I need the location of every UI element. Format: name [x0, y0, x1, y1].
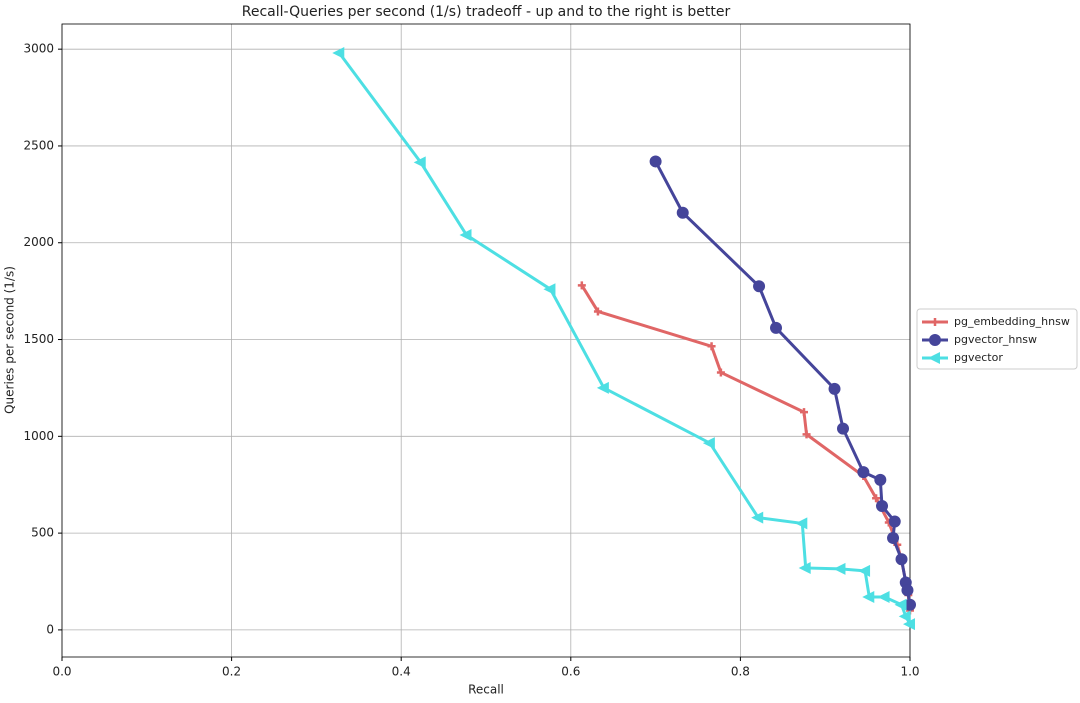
- point: [833, 562, 846, 575]
- point: [702, 437, 715, 450]
- legend-label: pgvector_hnsw: [954, 333, 1037, 346]
- series-line: [654, 160, 912, 605]
- x-tick-label: 0.2: [222, 665, 241, 679]
- x-tick-label: 0.4: [392, 665, 411, 679]
- point: [895, 553, 908, 566]
- legend-marker: [931, 318, 939, 326]
- point: [676, 206, 689, 219]
- point: [716, 368, 725, 377]
- point: [877, 590, 890, 603]
- point: [857, 466, 870, 479]
- y-tick-label: 500: [31, 526, 54, 540]
- point: [753, 280, 766, 293]
- legend: pg_embedding_hnsw pgvector_hnsw pgvector: [916, 308, 1078, 370]
- chart-title: Recall-Queries per second (1/s) tradeoff…: [242, 4, 731, 20]
- point: [872, 494, 881, 503]
- point: [649, 155, 662, 168]
- point: [898, 610, 911, 623]
- point: [798, 561, 811, 574]
- plot-frame: [61, 23, 911, 658]
- point: [459, 229, 472, 241]
- point: [770, 321, 783, 334]
- point: [903, 618, 915, 631]
- point: [862, 590, 875, 603]
- legend-box: [916, 308, 1078, 370]
- point: [894, 598, 907, 611]
- legend-label: pgvector: [954, 351, 1003, 364]
- point: [887, 531, 900, 544]
- point: [874, 473, 887, 486]
- series-line: [338, 52, 912, 625]
- legend-marker: [929, 334, 941, 346]
- point: [802, 430, 811, 439]
- x-tick-label: 1.0: [900, 665, 919, 679]
- point: [413, 156, 426, 169]
- point: [543, 283, 556, 296]
- point: [751, 511, 764, 524]
- y-tick-label: 0: [46, 622, 54, 636]
- y-tick-label: 1000: [23, 429, 54, 443]
- x-tick-label: 0.8: [731, 665, 750, 679]
- x-tick-label: 0.6: [561, 665, 580, 679]
- point: [904, 598, 916, 611]
- point: [828, 382, 841, 395]
- point: [707, 342, 716, 351]
- point: [332, 47, 345, 60]
- legend-marker: [928, 352, 940, 364]
- point: [593, 307, 602, 316]
- point: [596, 381, 609, 394]
- series-line: [580, 284, 912, 611]
- point: [837, 422, 850, 435]
- y-tick-label: 2500: [23, 138, 54, 152]
- point: [888, 515, 901, 528]
- legend-label: pg_embedding_hnsw: [954, 315, 1070, 328]
- point: [876, 500, 889, 513]
- y-axis-label: Queries per second (1/s): [3, 266, 17, 414]
- point: [577, 281, 586, 290]
- point: [901, 584, 914, 597]
- point: [795, 517, 808, 530]
- x-axis-label: Recall: [468, 683, 504, 697]
- y-tick-label: 1500: [23, 332, 54, 346]
- point: [800, 408, 808, 417]
- point: [858, 564, 871, 577]
- y-tick-label: 2000: [23, 235, 54, 249]
- y-tick-label: 3000: [23, 42, 54, 56]
- x-tick-label: 0.0: [52, 665, 71, 679]
